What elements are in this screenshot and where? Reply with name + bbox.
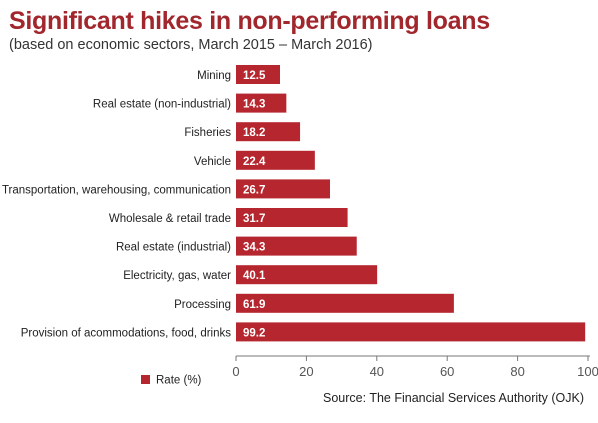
data-label: 22.4 bbox=[243, 156, 266, 168]
category-label: Real estate (non-industrial) bbox=[93, 99, 231, 111]
category-label: Processing bbox=[174, 299, 231, 311]
x-tick-label: 40 bbox=[370, 364, 384, 379]
bar bbox=[236, 65, 280, 84]
category-label: Vehicle bbox=[194, 156, 231, 168]
x-tick-label: 100 bbox=[577, 364, 598, 379]
bar bbox=[236, 122, 301, 142]
bar bbox=[236, 322, 586, 342]
legend-swatch bbox=[141, 375, 150, 384]
bar bbox=[236, 150, 315, 170]
x-tick-label: 60 bbox=[440, 364, 454, 379]
legend-label: Rate (%) bbox=[156, 375, 202, 387]
chart-subtitle: (based on economic sectors, March 2015 –… bbox=[9, 37, 373, 53]
x-tick-label: 80 bbox=[510, 364, 524, 379]
bar bbox=[236, 236, 357, 256]
data-label: 31.7 bbox=[243, 213, 265, 225]
data-label: 40.1 bbox=[243, 270, 266, 282]
bar bbox=[236, 93, 287, 113]
bar bbox=[236, 179, 330, 199]
source-note: Source: The Financial Services Authority… bbox=[323, 391, 584, 405]
data-label: 99.2 bbox=[243, 327, 265, 339]
category-label: Real estate (industrial) bbox=[116, 242, 231, 254]
bar bbox=[236, 293, 454, 313]
category-label: Fisheries bbox=[184, 127, 231, 139]
x-tick-label: 0 bbox=[232, 364, 239, 379]
chart-title: Significant hikes in non-performing loan… bbox=[9, 7, 490, 35]
bar bbox=[236, 265, 378, 285]
data-label: 61.9 bbox=[243, 299, 265, 311]
data-label: 12.5 bbox=[243, 70, 266, 82]
category-label: Provision of acommodations, food, drinks bbox=[21, 327, 232, 339]
category-label: Wholesale & retail trade bbox=[109, 213, 231, 225]
category-label: Transportation, warehousing, communicati… bbox=[2, 184, 231, 196]
data-label: 14.3 bbox=[243, 99, 265, 111]
data-label: 34.3 bbox=[243, 242, 265, 254]
category-label: Mining bbox=[197, 70, 231, 82]
bar bbox=[236, 208, 348, 227]
data-label: 18.2 bbox=[243, 127, 265, 139]
x-tick-label: 20 bbox=[299, 364, 313, 379]
data-label: 26.7 bbox=[243, 184, 265, 196]
category-label: Electricity, gas, water bbox=[123, 270, 231, 282]
